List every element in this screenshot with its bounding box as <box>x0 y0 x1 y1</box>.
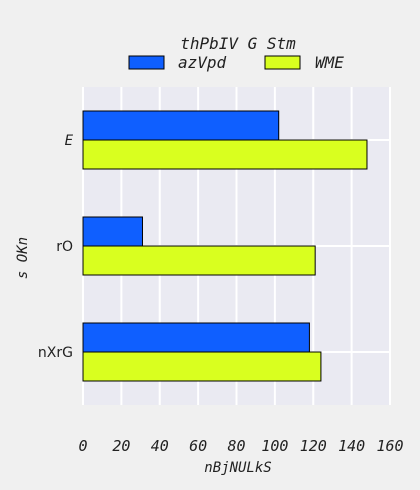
bar-azvpd-nxrg <box>82 322 310 353</box>
legend: azVpd WME <box>128 53 344 72</box>
y-tick-label: E <box>65 133 74 149</box>
chart-title: thPbIV G Stm <box>180 34 296 53</box>
bar-wme-ro <box>82 245 316 276</box>
x-tick-label: 0 <box>78 437 87 455</box>
legend-label-azvpd: azVpd <box>178 53 227 72</box>
x-tick-label: 120 <box>300 437 327 455</box>
bar-wme-nxrg <box>82 351 322 382</box>
bar-azvpd-e <box>82 110 280 141</box>
legend-swatch-azvpd <box>128 55 165 70</box>
x-tick-label: 80 <box>227 437 245 455</box>
y-axis-label: s OKn <box>15 237 31 279</box>
x-tick-label: 60 <box>189 437 207 455</box>
bar-azvpd-ro <box>82 216 143 247</box>
x-tick-label: 40 <box>151 437 169 455</box>
x-tick-label: 20 <box>112 437 130 455</box>
legend-label-wme: WME <box>315 53 344 72</box>
bar-wme-e <box>82 139 368 170</box>
legend-swatch-wme <box>264 55 301 70</box>
y-tick-label: nXrG <box>38 345 73 361</box>
bars <box>82 110 368 382</box>
x-tick-label: 140 <box>338 437 365 455</box>
y-axis-ticks: ErO nXrG <box>38 133 74 361</box>
x-axis-ticks: 0 20 40 60 80 100 120 140 160 <box>78 437 403 455</box>
x-axis-label: nBjNULkS <box>204 460 271 476</box>
y-tick-label: rO <box>56 239 73 255</box>
x-tick-label: 100 <box>261 437 288 455</box>
x-tick-label: 160 <box>376 437 403 455</box>
